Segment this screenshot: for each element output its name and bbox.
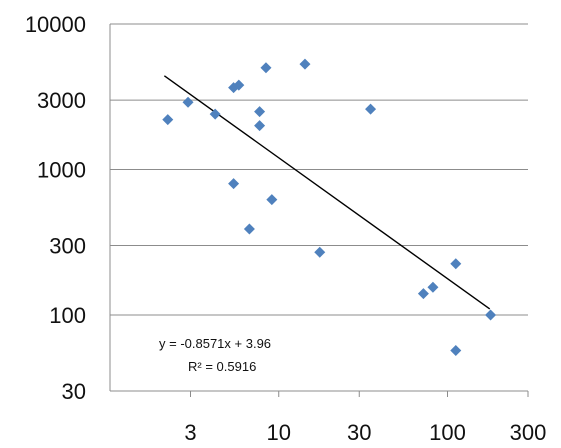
y-tick-label: 30	[62, 379, 86, 404]
data-points	[162, 58, 497, 356]
y-tick-label: 100	[49, 303, 86, 328]
x-tick-labels: 3 10 30 100 300	[184, 420, 546, 445]
trendline-equation: y = -0.8571x + 3.96 R² = 0.5916	[159, 336, 271, 374]
data-point	[228, 178, 240, 190]
y-tick-label: 10000	[25, 12, 86, 37]
data-point	[266, 194, 278, 206]
data-point	[233, 79, 245, 91]
data-point	[162, 114, 174, 126]
x-tick-label: 3	[184, 420, 196, 445]
x-tick-label: 30	[347, 420, 371, 445]
x-tick-label: 10	[267, 420, 291, 445]
data-point	[209, 108, 221, 120]
data-point	[450, 344, 462, 356]
data-point	[417, 288, 429, 300]
data-point	[450, 258, 462, 270]
data-point	[314, 246, 326, 258]
y-tick-label: 3000	[37, 88, 86, 113]
y-tick-label: 1000	[37, 157, 86, 182]
data-point	[254, 120, 266, 132]
x-tick-label: 300	[510, 420, 547, 445]
data-point	[260, 62, 272, 74]
axes	[109, 24, 529, 397]
data-point	[427, 281, 439, 293]
data-point	[254, 106, 266, 118]
equation-label: y = -0.8571x + 3.96	[159, 336, 271, 351]
data-point	[365, 103, 377, 115]
x-tick-label: 100	[429, 420, 466, 445]
data-point	[182, 96, 194, 108]
y-gridlines	[110, 23, 528, 316]
data-point	[485, 309, 497, 321]
data-point	[299, 58, 311, 70]
data-point	[243, 223, 255, 235]
y-tick-labels: 30 100 300 1000 3000 10000	[25, 12, 86, 404]
y-tick-label: 300	[49, 234, 86, 259]
r-squared-label: R² = 0.5916	[188, 359, 256, 374]
